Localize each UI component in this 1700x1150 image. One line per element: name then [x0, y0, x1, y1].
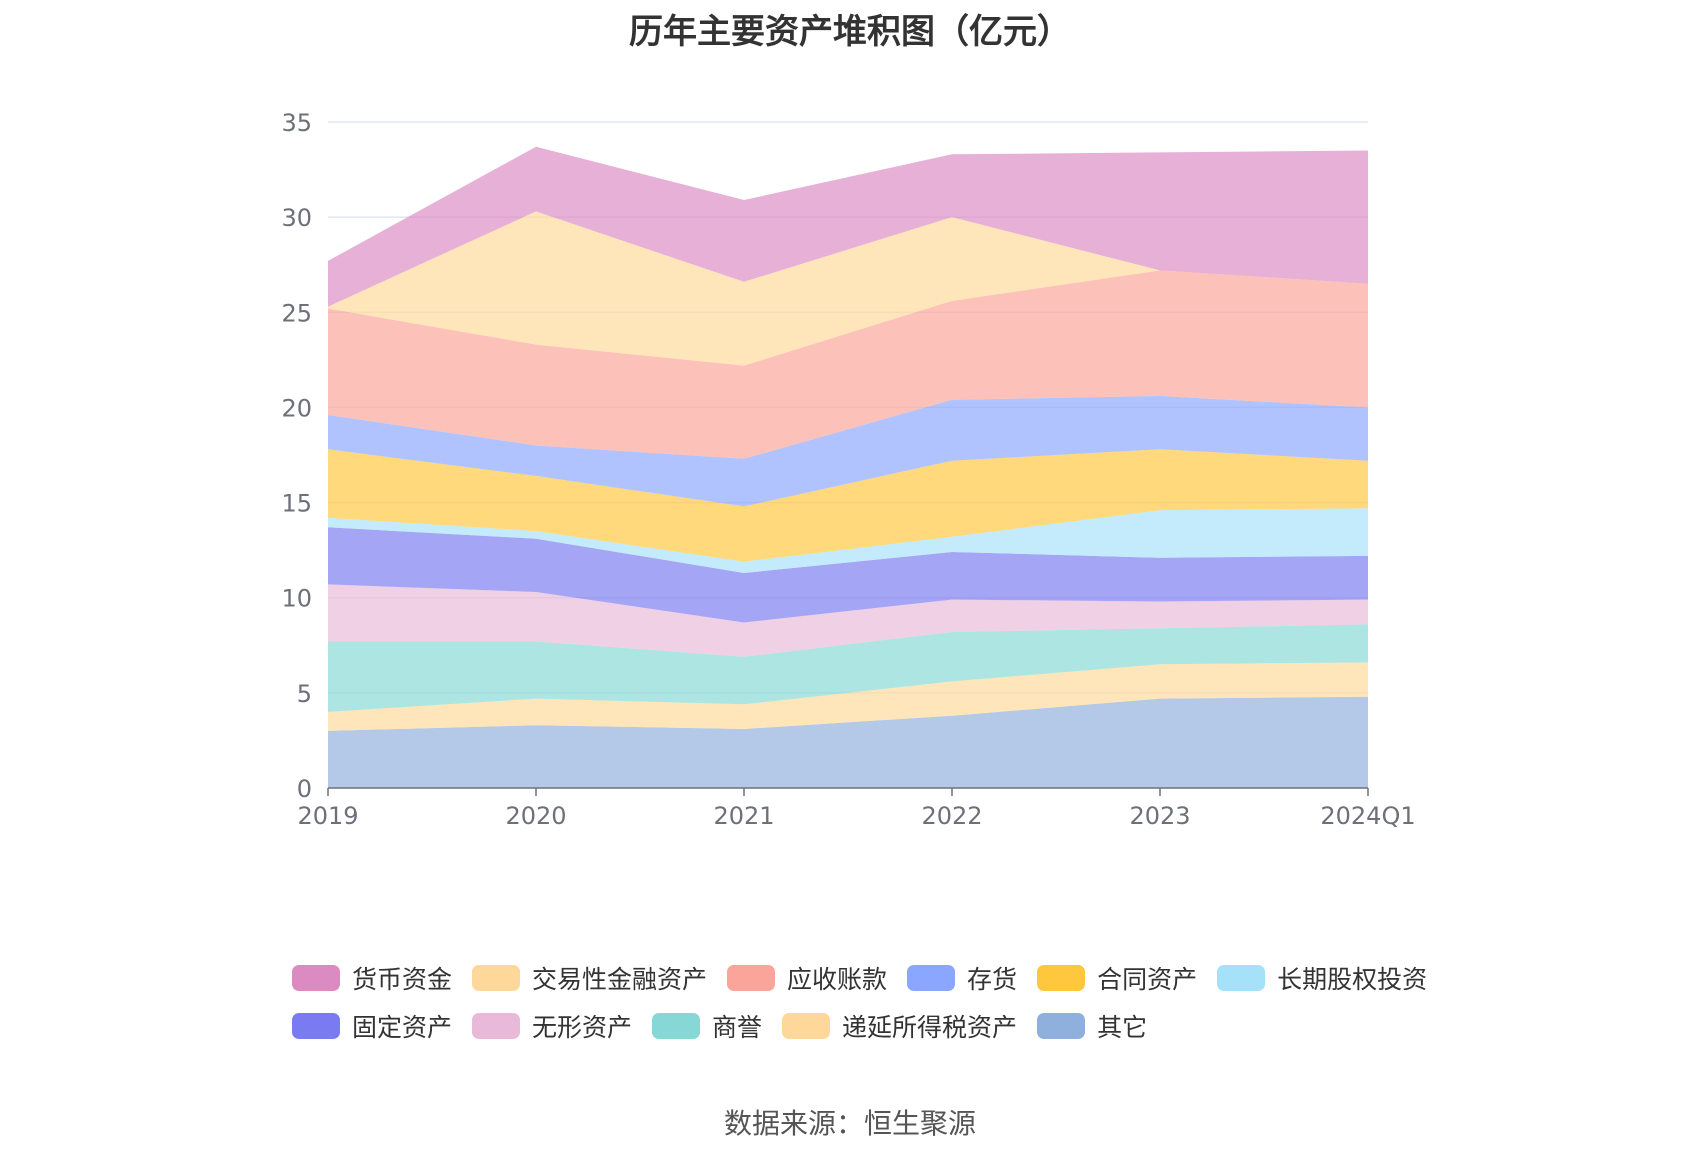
area-series-1 [328, 696, 1368, 788]
legend-label: 应收账款 [787, 965, 888, 994]
legend-swatch [292, 965, 340, 991]
legend-swatch [907, 965, 956, 991]
area-series-group [328, 146, 1368, 788]
x-tick-label-2023: 2023 [1129, 802, 1190, 830]
legend-row: 货币资金 交易性金融资产 应收账款 存货 合同资产 长期股权投资 [292, 954, 1442, 1002]
legend-swatch [727, 965, 776, 991]
y-tick-label-15: 15 [281, 490, 312, 518]
x-tick-label-2021: 2021 [713, 802, 774, 830]
area-series-9 [328, 270, 1368, 459]
legend-item[interactable]: 长期股权投资 [1217, 958, 1427, 998]
legend-label: 长期股权投资 [1277, 965, 1428, 994]
x-tick-label-2020: 2020 [505, 802, 566, 830]
legend-label: 合同资产 [1097, 965, 1198, 994]
x-tick-label-2022: 2022 [921, 802, 982, 830]
legend-row: 固定资产 无形资产 商誉 递延所得税资产 其它 [292, 1002, 1442, 1050]
area-series-10 [328, 211, 1368, 366]
legend-swatch [782, 1013, 831, 1039]
y-tick-label-30: 30 [281, 204, 312, 232]
legend-label: 递延所得税资产 [842, 1013, 1018, 1042]
area-series-6 [328, 508, 1368, 573]
area-series-11 [328, 146, 1368, 307]
y-tick-label-35: 35 [281, 109, 312, 137]
legend-label: 货币资金 [352, 965, 453, 994]
legend-item[interactable]: 无形资产 [472, 1006, 632, 1046]
area-series-7 [328, 449, 1368, 562]
legend-swatch [1037, 965, 1086, 991]
area-series-2 [328, 662, 1368, 731]
legend-item[interactable]: 货币资金 [292, 958, 452, 998]
legend-swatch [1217, 965, 1266, 991]
legend-label: 无形资产 [532, 1013, 633, 1042]
x-tick-label-2024Q1: 2024Q1 [1320, 802, 1415, 830]
legend-item[interactable]: 应收账款 [727, 958, 887, 998]
y-tick-label-25: 25 [281, 299, 312, 327]
y-tick-label-0: 0 [297, 775, 312, 803]
legend-item[interactable]: 合同资产 [1037, 958, 1197, 998]
legend-label: 商誉 [712, 1013, 763, 1042]
legend-item[interactable]: 商誉 [652, 1006, 762, 1046]
legend-swatch [472, 965, 521, 991]
legend-item[interactable]: 存货 [907, 958, 1017, 998]
chart-title: 历年主要资产堆积图（亿元） [629, 12, 1071, 52]
y-tick-label-10: 10 [281, 585, 312, 613]
legend-item[interactable]: 交易性金融资产 [472, 958, 707, 998]
legend-item[interactable]: 固定资产 [292, 1006, 452, 1046]
area-series-4 [328, 584, 1368, 657]
legend-label: 其它 [1097, 1013, 1148, 1042]
axes: 0 5 10 15 20 25 30 35 2019 2020 2021 2022 2023 2024Q1 [281, 109, 1415, 830]
legend-swatch [292, 1013, 340, 1039]
legend-item[interactable]: 其它 [1037, 1006, 1147, 1046]
legend-item[interactable]: 递延所得税资产 [782, 1006, 1017, 1046]
area-series-5 [328, 527, 1368, 623]
y-tick-label-5: 5 [297, 680, 312, 708]
legend-swatch [652, 1013, 701, 1039]
area-series-3 [328, 624, 1368, 712]
y-tick-label-20: 20 [281, 394, 312, 422]
legend: 货币资金 交易性金融资产 应收账款 存货 合同资产 长期股权投资固定资产 无形资产 商誉 递延所… [292, 954, 1442, 1050]
legend-label: 交易性金融资产 [532, 965, 708, 994]
data-source-note: 数据来源：恒生聚源 [723, 1107, 976, 1140]
area-series-8 [328, 396, 1368, 507]
legend-swatch [1037, 1013, 1086, 1039]
x-tick-label-2019: 2019 [297, 802, 358, 830]
legend-swatch [472, 1013, 521, 1039]
legend-label: 存货 [967, 965, 1018, 994]
legend-label: 固定资产 [352, 1013, 453, 1042]
